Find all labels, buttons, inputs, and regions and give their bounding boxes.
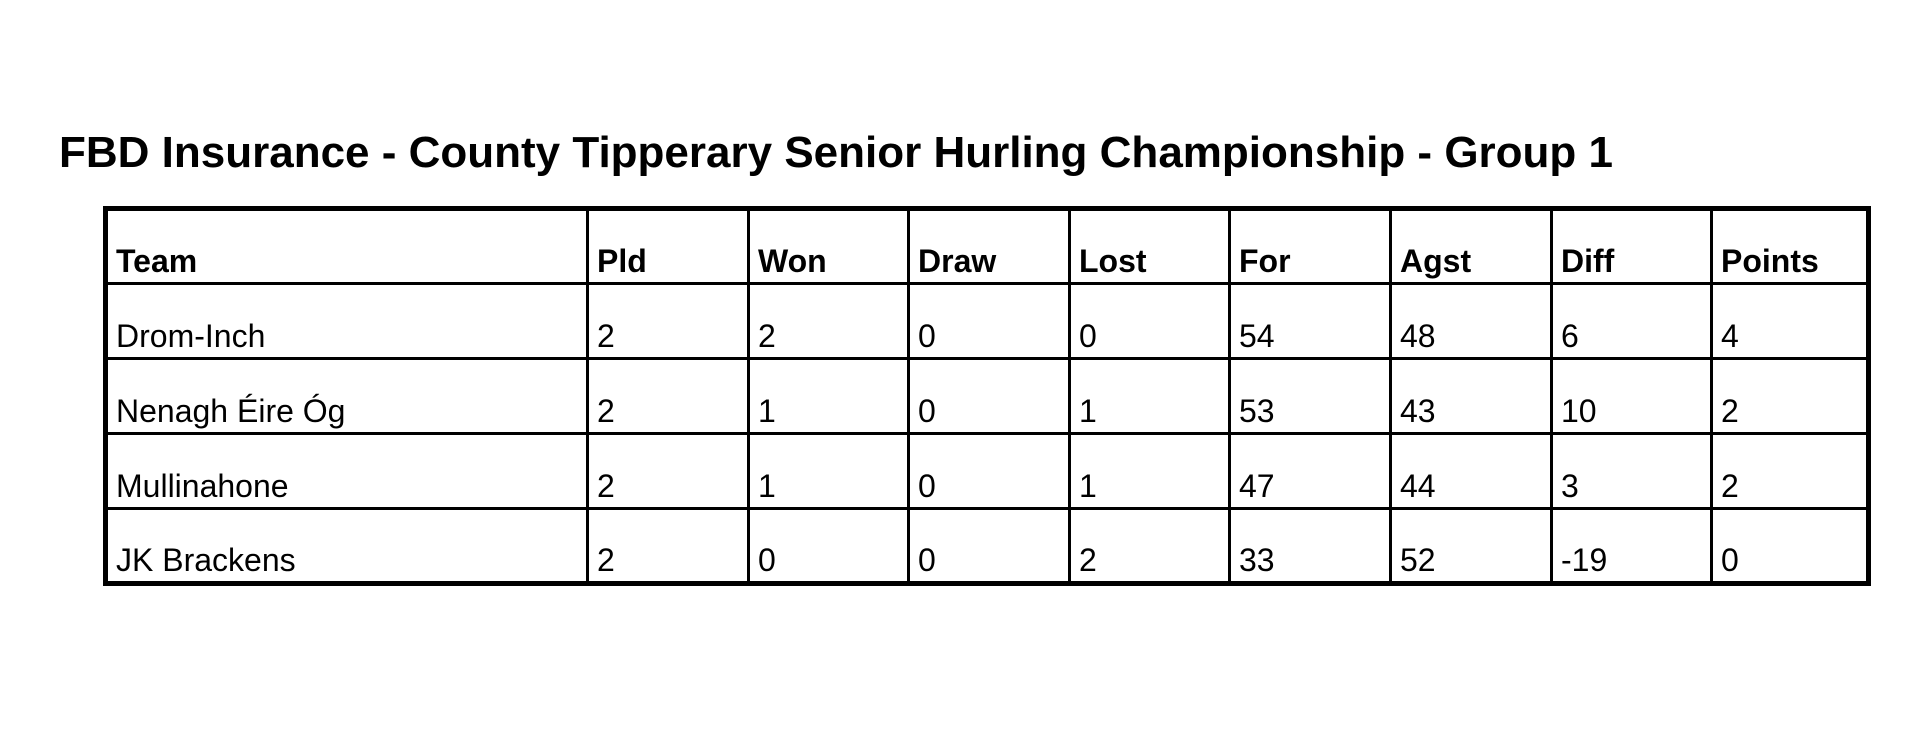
team-name-cell: JK Brackens bbox=[104, 507, 589, 585]
cell-agst: 43 bbox=[1389, 357, 1553, 435]
cell-pld: 2 bbox=[586, 357, 750, 435]
cell-points: 4 bbox=[1710, 282, 1870, 360]
cell-agst: 44 bbox=[1389, 432, 1553, 510]
cell-lost: 2 bbox=[1068, 507, 1231, 585]
cell-diff: -19 bbox=[1550, 507, 1713, 585]
page-title: FBD Insurance - County Tipperary Senior … bbox=[59, 128, 1613, 177]
cell-for: 47 bbox=[1228, 432, 1392, 510]
cell-won: 2 bbox=[747, 282, 910, 360]
column-header-lost: Lost bbox=[1068, 207, 1231, 285]
table-row: Mullinahone 2 1 0 1 47 44 3 2 bbox=[104, 432, 1870, 510]
cell-diff: 10 bbox=[1550, 357, 1713, 435]
column-header-points: Points bbox=[1710, 207, 1870, 285]
column-header-won: Won bbox=[747, 207, 910, 285]
cell-won: 1 bbox=[747, 357, 910, 435]
cell-pld: 2 bbox=[586, 432, 750, 510]
cell-diff: 3 bbox=[1550, 432, 1713, 510]
cell-points: 2 bbox=[1710, 357, 1870, 435]
column-header-for: For bbox=[1228, 207, 1392, 285]
cell-draw: 0 bbox=[907, 282, 1071, 360]
cell-for: 53 bbox=[1228, 357, 1392, 435]
cell-agst: 48 bbox=[1389, 282, 1553, 360]
cell-pld: 2 bbox=[586, 507, 750, 585]
cell-draw: 0 bbox=[907, 432, 1071, 510]
team-name-cell: Drom-Inch bbox=[104, 282, 589, 360]
column-header-pld: Pld bbox=[586, 207, 750, 285]
cell-agst: 52 bbox=[1389, 507, 1553, 585]
cell-draw: 0 bbox=[907, 357, 1071, 435]
column-header-agst: Agst bbox=[1389, 207, 1553, 285]
team-name-cell: Mullinahone bbox=[104, 432, 589, 510]
column-header-draw: Draw bbox=[907, 207, 1071, 285]
table-row: JK Brackens 2 0 0 2 33 52 -19 0 bbox=[104, 507, 1870, 585]
header-row: Team Pld Won Draw Lost For Agst Diff Points bbox=[104, 207, 1870, 285]
cell-points: 2 bbox=[1710, 432, 1870, 510]
cell-diff: 6 bbox=[1550, 282, 1713, 360]
cell-for: 33 bbox=[1228, 507, 1392, 585]
cell-lost: 1 bbox=[1068, 432, 1231, 510]
column-header-diff: Diff bbox=[1550, 207, 1713, 285]
cell-lost: 1 bbox=[1068, 357, 1231, 435]
cell-for: 54 bbox=[1228, 282, 1392, 360]
table-row: Drom-Inch 2 2 0 0 54 48 6 4 bbox=[104, 282, 1870, 360]
cell-won: 1 bbox=[747, 432, 910, 510]
standings-table: Team Pld Won Draw Lost For Agst Diff Points Drom… bbox=[103, 206, 1871, 586]
cell-points: 0 bbox=[1710, 507, 1870, 585]
column-header-team: Team bbox=[104, 207, 589, 285]
cell-won: 0 bbox=[747, 507, 910, 585]
table-row: Nenagh Éire Óg 2 1 0 1 53 43 10 2 bbox=[104, 357, 1870, 435]
team-name-cell: Nenagh Éire Óg bbox=[104, 357, 589, 435]
cell-draw: 0 bbox=[907, 507, 1071, 585]
cell-pld: 2 bbox=[586, 282, 750, 360]
cell-lost: 0 bbox=[1068, 282, 1231, 360]
